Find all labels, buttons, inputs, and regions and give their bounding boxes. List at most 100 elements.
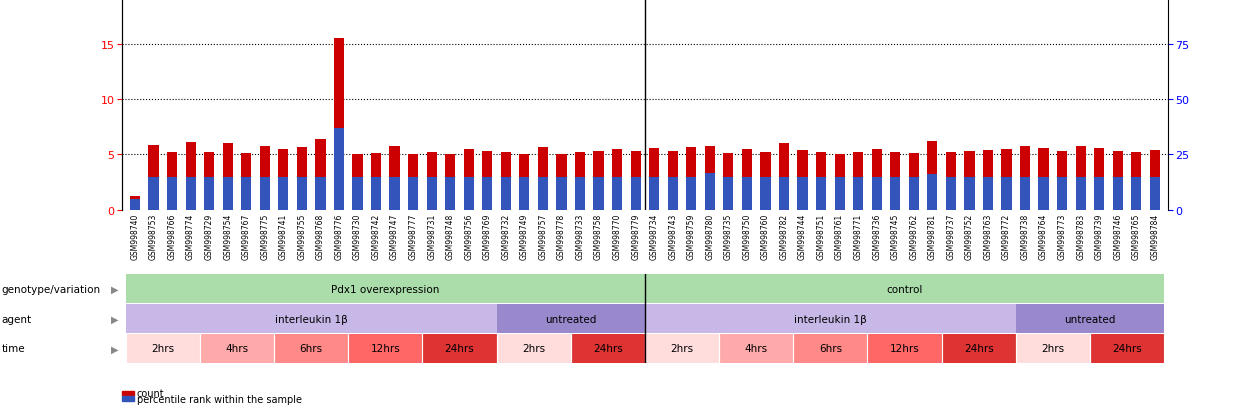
Bar (613, 177, 622, 210)
Bar (594, 152, 604, 210)
Bar (630, 177, 641, 210)
Bar (853, 153, 863, 210)
Bar (941, 334, 1016, 363)
Bar (352, 155, 362, 210)
Bar (705, 146, 715, 210)
Bar (1149, 177, 1160, 210)
Bar (186, 177, 195, 210)
Bar (204, 177, 214, 210)
Bar (274, 334, 349, 363)
Bar (1057, 177, 1067, 210)
Bar (519, 177, 529, 210)
Bar (793, 334, 868, 363)
Text: 4hrs: 4hrs (745, 344, 768, 354)
Text: untreated: untreated (1064, 314, 1116, 324)
Bar (352, 177, 362, 210)
Bar (1076, 146, 1086, 210)
Bar (834, 177, 844, 210)
Bar (126, 275, 645, 304)
Bar (126, 334, 200, 363)
Bar (909, 177, 919, 210)
Text: ▶: ▶ (111, 344, 118, 354)
Bar (667, 177, 677, 210)
Bar (296, 147, 308, 210)
Bar (129, 197, 141, 210)
Bar (1089, 334, 1164, 363)
Bar (129, 199, 141, 210)
Bar (519, 155, 529, 210)
Bar (1094, 148, 1104, 210)
Bar (630, 152, 641, 210)
Bar (446, 177, 456, 210)
Bar (686, 177, 696, 210)
Bar (482, 177, 492, 210)
Bar (260, 146, 270, 210)
Bar (167, 153, 177, 210)
Bar (761, 177, 771, 210)
Bar (872, 177, 881, 210)
Text: genotype/variation: genotype/variation (1, 284, 101, 294)
Bar (242, 177, 251, 210)
Bar (723, 177, 733, 210)
Bar (390, 177, 400, 210)
Text: 24hrs: 24hrs (593, 344, 622, 354)
Text: interleukin 1β: interleukin 1β (794, 314, 867, 324)
Bar (928, 175, 937, 210)
Bar (557, 177, 566, 210)
Bar (463, 150, 474, 210)
Bar (1016, 304, 1164, 333)
Bar (890, 153, 900, 210)
Text: time: time (1, 344, 25, 354)
Text: 2hrs: 2hrs (671, 344, 693, 354)
Bar (371, 177, 381, 210)
Text: 6hrs: 6hrs (819, 344, 842, 354)
Bar (909, 154, 919, 210)
Bar (148, 177, 158, 210)
Bar (315, 140, 325, 210)
Bar (649, 177, 660, 210)
Bar (408, 177, 418, 210)
Bar (371, 154, 381, 210)
Bar (427, 177, 437, 210)
Bar (200, 334, 274, 363)
Bar (148, 145, 158, 210)
Bar (720, 334, 793, 363)
Bar (223, 144, 233, 210)
Bar (742, 150, 752, 210)
Bar (1016, 334, 1089, 363)
Bar (594, 177, 604, 210)
Bar (649, 148, 660, 210)
Bar (946, 153, 956, 210)
Text: 2hrs: 2hrs (522, 344, 545, 354)
Bar (446, 155, 456, 210)
Text: Pdx1 overexpression: Pdx1 overexpression (331, 284, 439, 294)
Bar (390, 146, 400, 210)
Bar (557, 155, 566, 210)
Text: count: count (137, 388, 164, 398)
Text: untreated: untreated (545, 314, 596, 324)
Bar (1038, 148, 1048, 210)
Bar (278, 177, 289, 210)
Bar (723, 154, 733, 210)
Bar (242, 154, 251, 210)
Bar (965, 152, 975, 210)
Bar (500, 153, 510, 210)
Bar (645, 304, 1016, 333)
Text: 6hrs: 6hrs (300, 344, 322, 354)
Bar (296, 177, 308, 210)
Bar (946, 177, 956, 210)
Bar (204, 153, 214, 210)
Bar (260, 177, 270, 210)
Bar (613, 150, 622, 210)
Bar (1020, 177, 1030, 210)
Bar (422, 334, 497, 363)
Bar (1038, 177, 1048, 210)
Bar (1132, 177, 1142, 210)
Text: 12hrs: 12hrs (371, 344, 400, 354)
Text: control: control (886, 284, 923, 294)
Bar (1001, 150, 1012, 210)
Bar (575, 177, 585, 210)
Bar (761, 153, 771, 210)
Bar (815, 153, 827, 210)
Text: ▶: ▶ (111, 284, 118, 294)
